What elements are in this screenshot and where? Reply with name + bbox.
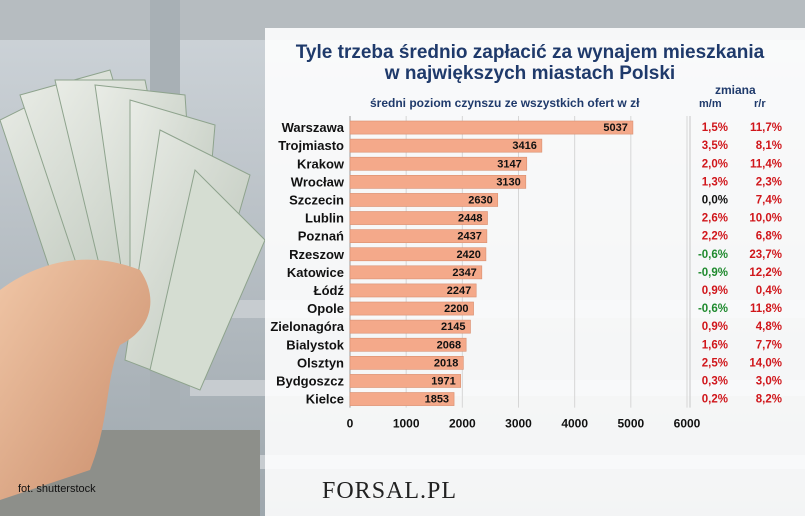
bar-value-label: 2018 bbox=[434, 357, 458, 369]
category-label: Bydgoszcz bbox=[276, 373, 344, 388]
change-rr-value: 12,2% bbox=[749, 267, 782, 279]
x-tick-label: 6000 bbox=[674, 417, 701, 431]
bar-value-label: 1853 bbox=[425, 394, 449, 406]
category-label: Zielonagóra bbox=[270, 319, 344, 334]
change-rr-value: 2,3% bbox=[756, 176, 782, 188]
change-rr-value: 7,4% bbox=[756, 194, 782, 206]
category-label: Lublin bbox=[305, 211, 344, 226]
bar-value-label: 2630 bbox=[468, 194, 492, 206]
category-label: Poznań bbox=[298, 229, 344, 244]
column-header-rr: r/r bbox=[754, 98, 766, 110]
bar-lublin bbox=[349, 211, 488, 225]
change-mm-value: 0,9% bbox=[702, 321, 728, 333]
category-label: Katowice bbox=[287, 265, 344, 280]
x-tick-label: 0 bbox=[347, 417, 354, 431]
bar-bialystok bbox=[349, 337, 467, 352]
change-rr-value: 7,7% bbox=[756, 339, 782, 351]
change-rr-value: 11,7% bbox=[750, 122, 782, 134]
category-label: Szczecin bbox=[289, 192, 344, 207]
change-mm-value: 1,6% bbox=[702, 339, 728, 351]
change-mm-value: 1,5% bbox=[702, 122, 728, 134]
bar-rzeszow bbox=[349, 247, 487, 262]
change-rr-value: 3,0% bbox=[756, 375, 782, 387]
change-mm-value: -0,6% bbox=[698, 303, 728, 315]
bar-kielce bbox=[349, 392, 455, 406]
bar-bydgoszcz bbox=[349, 374, 462, 388]
bar-krakow bbox=[349, 156, 528, 171]
photo-credit: fot. shutterstock bbox=[18, 483, 96, 495]
bar-poznań bbox=[349, 229, 488, 244]
column-header-mm: m/m bbox=[699, 98, 722, 110]
change-header: zmiana bbox=[715, 83, 756, 97]
bar-value-label: 2420 bbox=[456, 249, 480, 261]
bar-wrocław bbox=[349, 175, 527, 189]
category-label: Bialystok bbox=[286, 337, 345, 352]
bar-zielonagóra bbox=[349, 319, 471, 334]
bar-value-label: 2200 bbox=[444, 303, 468, 315]
x-tick-label: 3000 bbox=[505, 417, 532, 431]
change-rr-value: 11,8% bbox=[750, 303, 782, 315]
bar-warszawa bbox=[349, 120, 634, 135]
category-label: Kielce bbox=[306, 392, 344, 407]
bar-value-label: 1971 bbox=[431, 375, 455, 387]
change-mm-value: -0,6% bbox=[698, 249, 728, 261]
change-rr-value: 23,7% bbox=[749, 249, 782, 261]
change-rr-value: 10,0% bbox=[749, 213, 782, 225]
bar-trojmiasto bbox=[349, 138, 543, 153]
change-rr-value: 6,8% bbox=[756, 231, 782, 243]
category-label: Trojmiasto bbox=[278, 138, 344, 153]
category-label: Łódź bbox=[314, 283, 345, 298]
category-label: Krakow bbox=[297, 156, 345, 171]
category-label: Wrocław bbox=[291, 174, 345, 189]
change-mm-value: 0,3% bbox=[702, 375, 728, 387]
change-mm-value: 0,9% bbox=[702, 285, 728, 297]
bar-value-label: 2247 bbox=[447, 285, 471, 297]
category-label: Opole bbox=[307, 301, 344, 316]
bar-value-label: 5037 bbox=[603, 122, 627, 134]
change-rr-value: 0,4% bbox=[756, 285, 782, 297]
bar-olsztyn bbox=[349, 355, 464, 370]
change-rr-value: 4,8% bbox=[756, 321, 782, 333]
x-tick-label: 2000 bbox=[449, 417, 476, 431]
bar-value-label: 2145 bbox=[441, 321, 465, 333]
change-rr-value: 11,4% bbox=[750, 158, 782, 170]
bar-value-label: 2068 bbox=[437, 339, 461, 351]
change-mm-value: 2,2% bbox=[702, 231, 728, 243]
hand-image bbox=[0, 259, 151, 500]
bar-value-label: 3147 bbox=[497, 158, 521, 170]
category-label: Olsztyn bbox=[297, 355, 344, 370]
chart-title-line1: Tyle trzeba średnio zapłacić za wynajem … bbox=[295, 42, 765, 63]
change-mm-value: 1,3% bbox=[702, 176, 728, 188]
bar-value-label: 2448 bbox=[458, 213, 482, 225]
x-tick-label: 4000 bbox=[561, 417, 588, 431]
change-rr-value: 14,0% bbox=[749, 357, 782, 369]
change-mm-value: 3,5% bbox=[702, 140, 728, 152]
bar-opole bbox=[349, 301, 474, 316]
bar-katowice bbox=[349, 265, 483, 280]
change-mm-value: -0,9% bbox=[698, 267, 728, 279]
forsal-logo: FORSAL.PL bbox=[322, 478, 458, 504]
x-tick-label: 5000 bbox=[617, 417, 644, 431]
x-tick-label: 1000 bbox=[393, 417, 420, 431]
bar-value-label: 3416 bbox=[512, 140, 536, 152]
change-mm-value: 0,0% bbox=[702, 194, 728, 206]
chart-title-line2: w największych miastach Polski bbox=[384, 63, 676, 84]
change-rr-value: 8,2% bbox=[756, 394, 782, 406]
change-mm-value: 2,5% bbox=[702, 357, 728, 369]
change-mm-value: 2,0% bbox=[702, 158, 728, 170]
bar-value-label: 2347 bbox=[452, 267, 476, 279]
chart-subtitle: średni poziom czynszu ze wszystkich ofer… bbox=[370, 96, 640, 110]
change-rr-value: 8,1% bbox=[756, 140, 782, 152]
bar-szczecin bbox=[349, 193, 499, 207]
change-mm-value: 2,6% bbox=[702, 213, 728, 225]
category-label: Warszawa bbox=[282, 120, 345, 135]
change-mm-value: 0,2% bbox=[702, 394, 728, 406]
bar-value-label: 3130 bbox=[496, 176, 520, 188]
bar-łódź bbox=[349, 283, 477, 298]
category-label: Rzeszow bbox=[289, 247, 345, 262]
bar-value-label: 2437 bbox=[457, 231, 481, 243]
